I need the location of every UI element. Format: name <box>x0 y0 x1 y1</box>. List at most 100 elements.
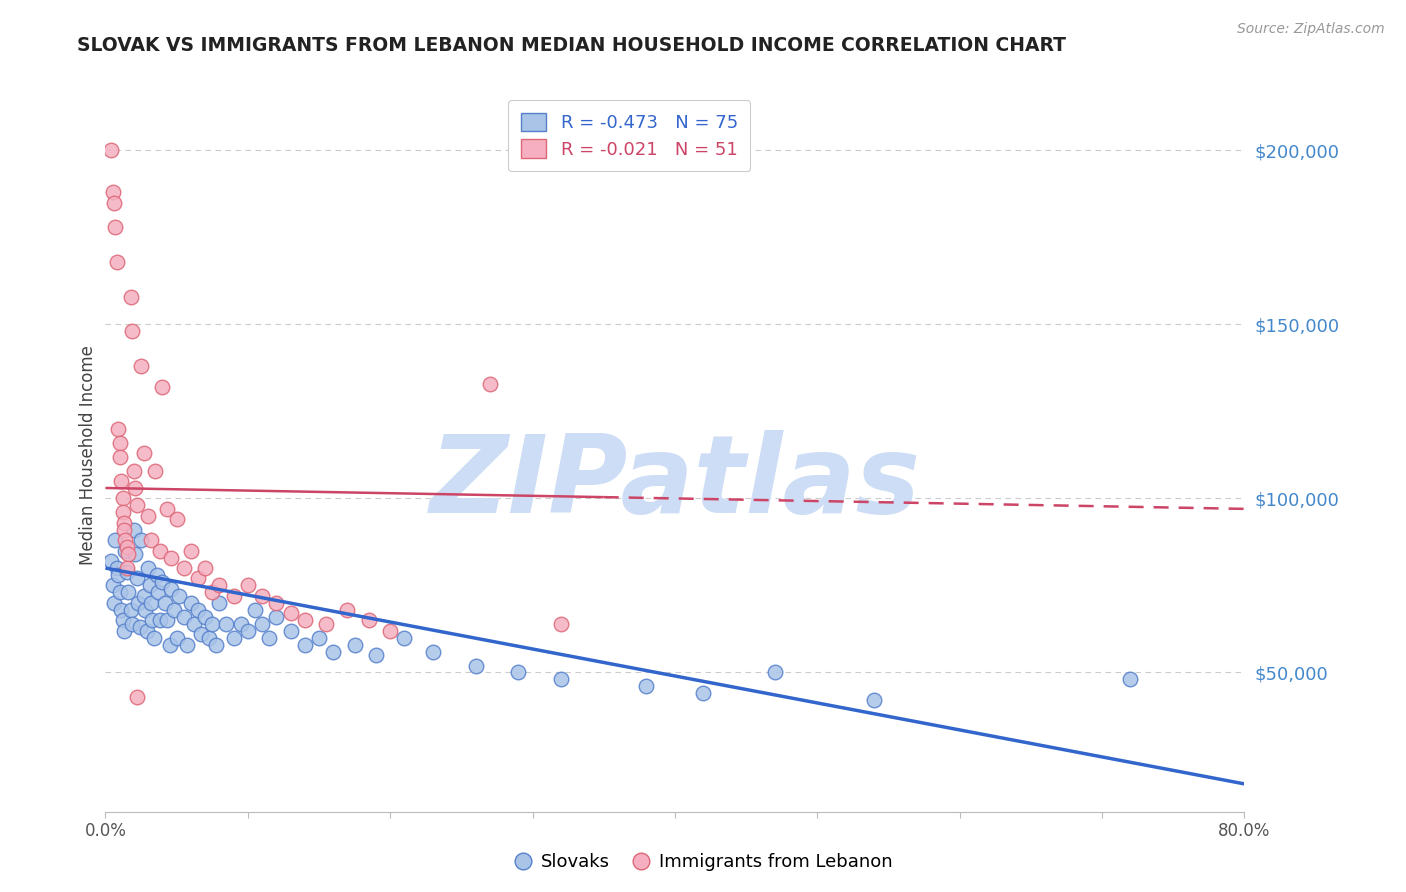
Point <box>101 578 124 592</box>
Point <box>208 578 231 592</box>
Point <box>107 568 129 582</box>
Point <box>308 631 330 645</box>
Point <box>152 380 174 394</box>
Point <box>201 585 224 599</box>
Text: SLOVAK VS IMMIGRANTS FROM LEBANON MEDIAN HOUSEHOLD INCOME CORRELATION CHART: SLOVAK VS IMMIGRANTS FROM LEBANON MEDIAN… <box>77 36 1066 54</box>
Point <box>108 435 131 450</box>
Point <box>163 603 186 617</box>
Point <box>115 565 138 579</box>
Point <box>394 631 416 645</box>
Point <box>508 665 530 680</box>
Point <box>180 543 202 558</box>
Point <box>114 533 136 548</box>
Point <box>115 561 138 575</box>
Point <box>173 609 195 624</box>
Point <box>166 512 188 526</box>
Point <box>103 596 125 610</box>
Point <box>127 596 149 610</box>
Point <box>148 613 170 627</box>
Point <box>132 589 155 603</box>
Point <box>257 631 280 645</box>
Point <box>105 254 128 268</box>
Point <box>128 620 150 634</box>
Point <box>294 638 316 652</box>
Point <box>280 624 302 638</box>
Point <box>155 596 177 610</box>
Point <box>364 648 387 662</box>
Point <box>156 501 179 516</box>
Point <box>142 631 165 645</box>
Point <box>160 550 183 565</box>
Point <box>464 658 486 673</box>
Point <box>343 638 366 652</box>
Point <box>357 613 380 627</box>
Point <box>315 616 337 631</box>
Y-axis label: Median Household Income: Median Household Income <box>79 345 97 565</box>
Point <box>152 574 174 589</box>
Point <box>156 613 179 627</box>
Point <box>136 561 159 575</box>
Point <box>194 609 217 624</box>
Text: Source: ZipAtlas.com: Source: ZipAtlas.com <box>1237 22 1385 37</box>
Point <box>294 613 316 627</box>
Point <box>1119 673 1142 687</box>
Point <box>124 547 146 561</box>
Point <box>336 603 359 617</box>
Point <box>143 464 166 478</box>
Point <box>176 638 198 652</box>
Point <box>108 450 131 464</box>
Point <box>117 547 139 561</box>
Point <box>187 572 209 586</box>
Point <box>111 613 134 627</box>
Point <box>863 693 886 707</box>
Point <box>215 616 238 631</box>
Point <box>107 422 129 436</box>
Point <box>264 596 288 610</box>
Point <box>115 540 138 554</box>
Point <box>108 585 131 599</box>
Point <box>134 603 156 617</box>
Point <box>135 624 157 638</box>
Point <box>280 607 302 621</box>
Point <box>124 481 146 495</box>
Point <box>636 680 658 694</box>
Point <box>121 324 143 338</box>
Point <box>120 603 142 617</box>
Point <box>250 616 273 631</box>
Point <box>105 561 128 575</box>
Point <box>236 578 259 592</box>
Legend: R = -0.473   N = 75, R = -0.021   N = 51: R = -0.473 N = 75, R = -0.021 N = 51 <box>508 100 751 171</box>
Point <box>198 631 221 645</box>
Point <box>478 376 501 391</box>
Text: ZIPatlas: ZIPatlas <box>429 431 921 536</box>
Point <box>169 589 191 603</box>
Point <box>122 464 145 478</box>
Point <box>139 596 162 610</box>
Point <box>103 195 125 210</box>
Point <box>250 589 273 603</box>
Point <box>550 616 572 631</box>
Point <box>322 644 344 658</box>
Point <box>132 446 155 460</box>
Point <box>125 572 148 586</box>
Point <box>112 516 135 530</box>
Point <box>141 613 163 627</box>
Point <box>194 561 217 575</box>
Point <box>222 589 245 603</box>
Point <box>550 673 572 687</box>
Point <box>183 616 205 631</box>
Point <box>243 603 266 617</box>
Point <box>122 523 145 537</box>
Point <box>148 543 170 558</box>
Point <box>229 616 252 631</box>
Point <box>205 638 228 652</box>
Point <box>159 638 181 652</box>
Point <box>378 624 402 638</box>
Point <box>208 596 231 610</box>
Point <box>111 505 134 519</box>
Point <box>763 665 786 680</box>
Point <box>100 144 122 158</box>
Point <box>129 533 152 548</box>
Point <box>104 219 127 234</box>
Legend: Slovaks, Immigrants from Lebanon: Slovaks, Immigrants from Lebanon <box>506 847 900 879</box>
